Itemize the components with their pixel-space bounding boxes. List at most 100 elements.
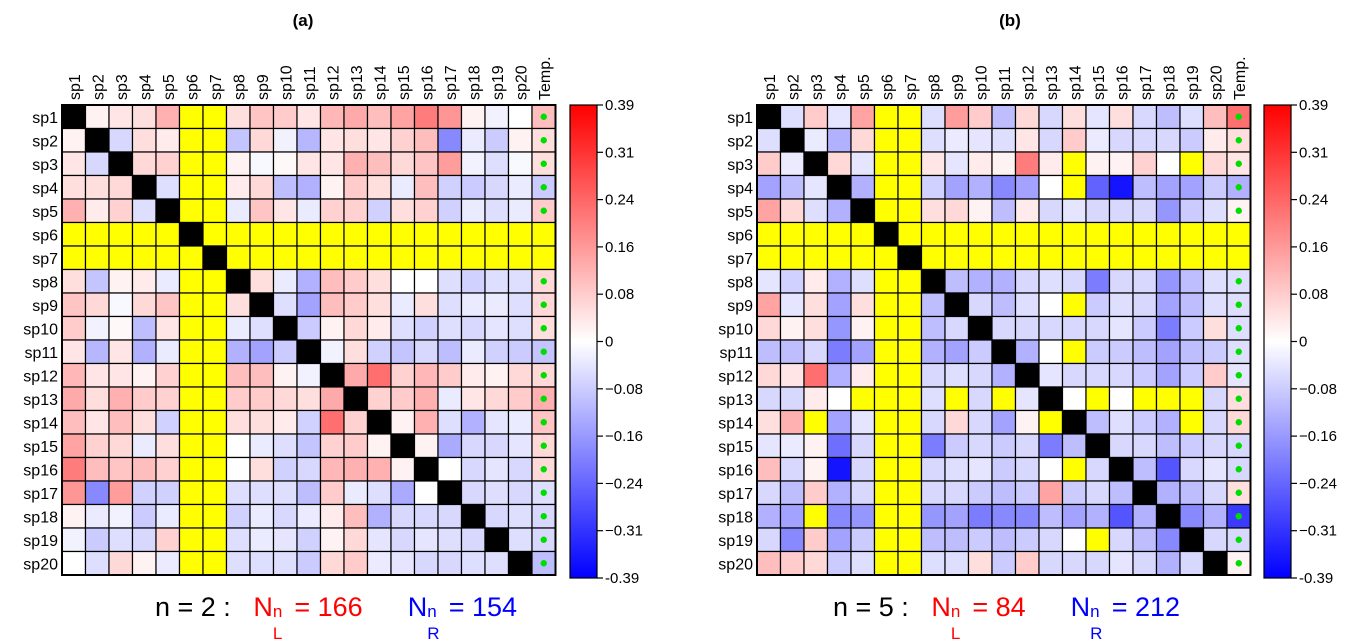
- heatmap-cell: [873, 550, 899, 576]
- temp-dot: [1235, 325, 1242, 332]
- heatmap-cell: [803, 292, 829, 318]
- heatmap-cell: [108, 292, 134, 318]
- heatmap-cell: [507, 221, 533, 247]
- heatmap-cell: [944, 480, 970, 506]
- heatmap-cell: [873, 245, 899, 271]
- column-label: sp3: [809, 74, 826, 100]
- heatmap-cell: [1108, 221, 1134, 247]
- column-label: sp2: [90, 74, 107, 100]
- heatmap-cell: [366, 433, 392, 459]
- heatmap-cell: [779, 339, 805, 365]
- temp-dot: [1235, 466, 1242, 473]
- heatmap-cell: [1014, 104, 1040, 130]
- heatmap-cell: [1085, 409, 1111, 435]
- heatmap-cell: [131, 386, 157, 412]
- heatmap-cell: [225, 245, 251, 271]
- row-label: sp15: [718, 439, 753, 456]
- heatmap-cell: [803, 409, 829, 435]
- row-label: sp4: [32, 180, 58, 197]
- heatmap-cell: [507, 480, 533, 506]
- heatmap-cell: [131, 527, 157, 553]
- heatmap-cell: [1108, 386, 1134, 412]
- heatmap-cell: [484, 433, 510, 459]
- row-label: sp14: [718, 415, 753, 432]
- heatmap-cell: [202, 433, 228, 459]
- heatmap-cell: [1226, 221, 1252, 247]
- heatmap-cell: [61, 433, 87, 459]
- heatmap-cell: [1226, 245, 1252, 271]
- heatmap-cell: [1108, 433, 1134, 459]
- heatmap-cell: [460, 456, 486, 482]
- colorbar-tick-label: 0.08: [1299, 286, 1328, 303]
- colorbar-tick-label: 0.24: [1299, 192, 1328, 209]
- heatmap-cell: [131, 221, 157, 247]
- heatmap-cell: [296, 221, 322, 247]
- heatmap-cell: [61, 339, 87, 365]
- heatmap-cell: [1038, 151, 1064, 177]
- heatmap-cell: [1061, 550, 1087, 576]
- heatmap-cell: [1061, 527, 1087, 553]
- heatmap-cell: [108, 386, 134, 412]
- column-label: sp13: [1044, 65, 1061, 100]
- heatmap-cell: [756, 268, 782, 294]
- heatmap-cell: [507, 339, 533, 365]
- heatmap-cell: [920, 315, 946, 341]
- column-label: sp16: [419, 65, 436, 100]
- heatmap-cell: [779, 151, 805, 177]
- heatmap-cell: [991, 315, 1017, 341]
- heatmap-cell: [1132, 362, 1158, 388]
- heatmap-cell: [1108, 527, 1134, 553]
- heatmap-cell: [155, 456, 181, 482]
- heatmap-cell: [920, 104, 946, 130]
- temp-dot: [540, 419, 547, 426]
- heatmap-cell: [1179, 198, 1205, 224]
- heatmap-cell: [779, 503, 805, 529]
- heatmap-cell: [779, 174, 805, 200]
- column-label: sp14: [1067, 65, 1084, 100]
- heatmap-cell: [991, 456, 1017, 482]
- colorbar-tick-label: −0.08: [605, 381, 643, 398]
- column-label: sp15: [1091, 65, 1108, 100]
- row-label: sp5: [32, 204, 58, 221]
- heatmap-cell: [390, 339, 416, 365]
- heatmap-cell: [131, 151, 157, 177]
- heatmap-cell: [1108, 292, 1134, 318]
- heatmap-cell: [779, 386, 805, 412]
- heatmap-cell: [779, 362, 805, 388]
- heatmap-cell: [225, 104, 251, 130]
- heatmap-cell: [803, 174, 829, 200]
- heatmap-cell: [108, 104, 134, 130]
- heatmap-cell: [343, 503, 369, 529]
- heatmap-cell: [178, 198, 204, 224]
- heatmap-cell: [460, 315, 486, 341]
- column-label: sp9: [255, 74, 272, 100]
- colorbar-tick-label: 0.39: [605, 97, 634, 114]
- panel-title: (b): [999, 11, 1021, 30]
- heatmap-cell: [155, 315, 181, 341]
- caption-b-right-sup: n: [1090, 602, 1100, 621]
- heatmap-cell: [343, 292, 369, 318]
- temp-dot: [1235, 278, 1242, 285]
- heatmap-cell: [756, 550, 782, 576]
- heatmap-cell: [967, 480, 993, 506]
- colorbar-tick-label: −0.16: [605, 428, 643, 445]
- temp-dot: [540, 560, 547, 567]
- heatmap-cell: [249, 221, 275, 247]
- heatmap-cell: [61, 480, 87, 506]
- heatmap-cell: [84, 221, 110, 247]
- heatmap-cell: [1014, 292, 1040, 318]
- row-label: sp10: [23, 321, 58, 338]
- heatmap-cell: [366, 339, 392, 365]
- heatmap-cell: [1202, 174, 1228, 200]
- heatmap-cell: [272, 198, 298, 224]
- heatmap-cell: [84, 550, 110, 576]
- heatmap-cell: [155, 550, 181, 576]
- heatmap-cell: [272, 480, 298, 506]
- heatmap-cell: [850, 174, 876, 200]
- heatmap-cell: [756, 174, 782, 200]
- heatmap-cell: [202, 268, 228, 294]
- heatmap-cell: [484, 339, 510, 365]
- heatmap-cell: [84, 386, 110, 412]
- heatmap-cell: [108, 339, 134, 365]
- heatmap-cell: [249, 339, 275, 365]
